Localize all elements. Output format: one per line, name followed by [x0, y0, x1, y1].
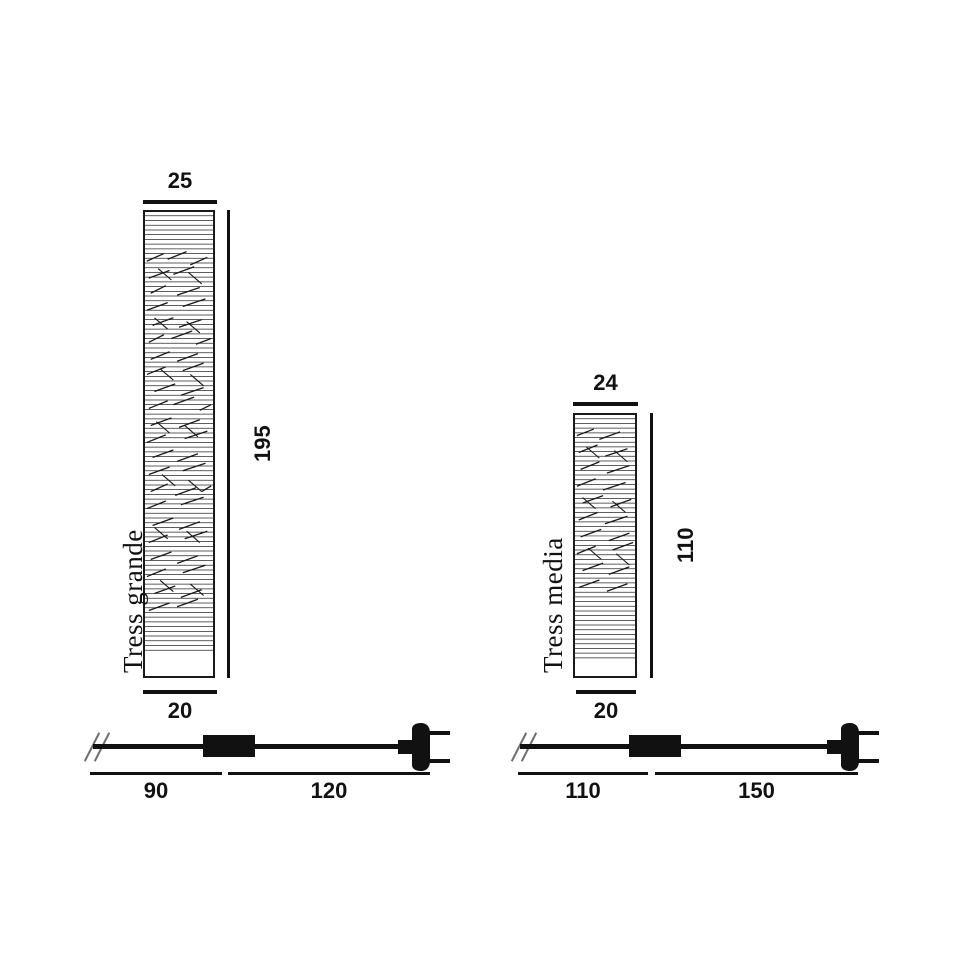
- cable-segment2-bar-grande: [228, 772, 430, 775]
- europlug-icon: [827, 723, 879, 771]
- cable-wire-media: [520, 744, 842, 749]
- bottom-width-dimension-bar-media: [576, 690, 636, 694]
- bottom-width-label-grande: 20: [167, 698, 193, 723]
- height-label-grande: 195: [250, 425, 275, 462]
- inline-transformer-media: [629, 735, 681, 757]
- lamp-shade-grande: [143, 210, 215, 678]
- lamp-shade-media: [573, 413, 637, 678]
- cable-segment2-label-grande: 120: [310, 778, 348, 803]
- top-width-dimension-bar-media: [573, 402, 638, 406]
- woven-texture-grande: [145, 215, 213, 651]
- europlug-icon: [398, 723, 450, 771]
- cable-segment1-bar-media: [518, 772, 648, 775]
- height-dimension-line-media: [650, 413, 653, 678]
- product-name-media: Tress media: [538, 537, 568, 673]
- top-width-label-media: 24: [593, 370, 618, 395]
- cable-segment2-label-media: 150: [738, 778, 775, 803]
- top-width-dimension-bar-grande: [143, 200, 217, 204]
- bottom-width-dimension-bar-grande: [143, 690, 217, 694]
- inline-transformer-grande: [203, 735, 255, 757]
- cable-segment1-label-grande: 90: [143, 778, 169, 803]
- cable-segment2-bar-media: [655, 772, 858, 775]
- top-width-label-grande: 25: [167, 168, 193, 193]
- product-name-grande: Tress grande: [118, 529, 148, 673]
- woven-texture-media: [575, 418, 635, 659]
- cable-segment1-label-media: 110: [565, 778, 601, 803]
- bottom-width-label-media: 20: [593, 698, 619, 723]
- height-dimension-line-grande: [227, 210, 230, 678]
- cable-segment1-bar-grande: [90, 772, 222, 775]
- height-label-media: 110: [673, 527, 698, 564]
